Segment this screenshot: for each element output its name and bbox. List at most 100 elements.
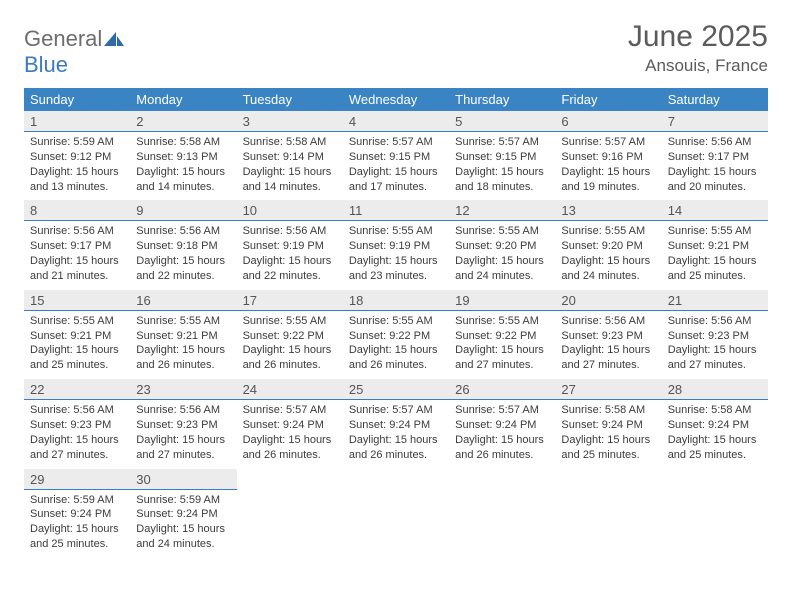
day-number: 28: [662, 379, 768, 400]
daylight-text-2: and 26 minutes.: [349, 449, 427, 461]
sunrise-text: Sunrise: 5:55 AM: [243, 315, 327, 327]
day-cell: Sunrise: 5:58 AMSunset: 9:14 PMDaylight:…: [237, 132, 343, 201]
daylight-text-2: and 25 minutes.: [668, 449, 746, 461]
sunrise-text: Sunrise: 5:55 AM: [668, 225, 752, 237]
day-cell: Sunrise: 5:57 AMSunset: 9:24 PMDaylight:…: [449, 400, 555, 469]
sunrise-text: Sunrise: 5:56 AM: [243, 225, 327, 237]
sunset-text: Sunset: 9:24 PM: [668, 419, 749, 431]
dow-header-cell: Friday: [555, 88, 661, 111]
sunrise-text: Sunrise: 5:57 AM: [561, 136, 645, 148]
daylight-text-2: and 25 minutes.: [30, 359, 108, 371]
sunrise-text: Sunrise: 5:56 AM: [668, 136, 752, 148]
day-number: 15: [24, 290, 130, 311]
day-cell: Sunrise: 5:57 AMSunset: 9:15 PMDaylight:…: [449, 132, 555, 201]
sunrise-text: Sunrise: 5:59 AM: [136, 494, 220, 506]
day-number: [662, 469, 768, 490]
sunrise-text: Sunrise: 5:58 AM: [561, 404, 645, 416]
daylight-text-1: Daylight: 15 hours: [136, 434, 225, 446]
day-cell: Sunrise: 5:57 AMSunset: 9:24 PMDaylight:…: [237, 400, 343, 469]
day-info: Sunrise: 5:56 AM Sunset: 9:18 PM Daylight:…: [136, 224, 230, 283]
day-number: 20: [555, 290, 661, 311]
day-cell: Sunrise: 5:56 AMSunset: 9:23 PMDaylight:…: [24, 400, 130, 469]
sunrise-text: Sunrise: 5:57 AM: [349, 136, 433, 148]
daylight-text-2: and 14 minutes.: [136, 181, 214, 193]
daylight-text-1: Daylight: 15 hours: [349, 166, 438, 178]
sunset-text: Sunset: 9:21 PM: [136, 330, 217, 342]
dow-header-cell: Saturday: [662, 88, 768, 111]
sunset-text: Sunset: 9:22 PM: [455, 330, 536, 342]
day-number: 30: [130, 469, 236, 490]
day-cell: Sunrise: 5:56 AMSunset: 9:23 PMDaylight:…: [130, 400, 236, 469]
daylight-text-1: Daylight: 15 hours: [349, 344, 438, 356]
day-number: 21: [662, 290, 768, 311]
location-subtitle: Ansouis, France: [628, 56, 768, 76]
daylight-text-2: and 26 minutes.: [455, 449, 533, 461]
day-number: 25: [343, 379, 449, 400]
sunrise-text: Sunrise: 5:55 AM: [561, 225, 645, 237]
day-info: Sunrise: 5:56 AMSunset: 9:23 PMDaylight:…: [668, 314, 762, 373]
info-row: Sunrise: 5:59 AMSunset: 9:12 PMDaylight:…: [24, 132, 768, 201]
daynum-row: 891011121314: [24, 200, 768, 221]
info-row: Sunrise: 5:59 AMSunset: 9:24 PMDaylight:…: [24, 489, 768, 558]
sunrise-text: Sunrise: 5:55 AM: [349, 225, 433, 237]
sunrise-text: Sunrise: 5:55 AM: [349, 315, 433, 327]
daylight-text-1: Daylight: 15 hours: [30, 255, 119, 267]
dow-header-row: SundayMondayTuesdayWednesdayThursdayFrid…: [24, 88, 768, 111]
dow-header-cell: Tuesday: [237, 88, 343, 111]
daylight-text-2: and 25 minutes.: [30, 538, 108, 550]
daylight-text-2: and 25 minutes.: [561, 449, 639, 461]
sunset-text: Sunset: 9:24 PM: [561, 419, 642, 431]
sunset-text: Sunset: 9:20 PM: [561, 240, 642, 252]
day-info: Sunrise: 5:58 AMSunset: 9:24 PMDaylight:…: [561, 403, 655, 462]
day-number: [555, 469, 661, 490]
daylight-text-2: and 22 minutes.: [243, 270, 321, 282]
day-info: Sunrise: 5:58 AMSunset: 9:13 PMDaylight:…: [136, 135, 230, 194]
daylight-text-1: Daylight: 15 hours: [668, 166, 757, 178]
day-info: Sunrise: 5:55 AMSunset: 9:20 PMDaylight:…: [561, 224, 655, 283]
daylight-text-2: and 19 minutes.: [561, 181, 639, 193]
sunrise-text: Sunrise: 5:56 AM: [136, 225, 220, 237]
sunrise-text: Sunrise: 5:55 AM: [136, 315, 220, 327]
daylight-text-1: Daylight: 15 hours: [136, 344, 225, 356]
sunrise-text: Sunrise: 5:56 AM: [30, 225, 114, 237]
day-cell: Sunrise: 5:55 AM Sunset: 9:22 PM Daylight:…: [343, 310, 449, 379]
sunset-text: Sunset: 9:23 PM: [668, 330, 749, 342]
sunset-text: Sunset: 9:22 PM: [349, 330, 430, 342]
day-cell: Sunrise: 5:56 AMSunset: 9:23 PMDaylight:…: [555, 310, 661, 379]
day-info: Sunrise: 5:56 AMSunset: 9:23 PMDaylight:…: [136, 403, 230, 462]
daylight-text-1: Daylight: 15 hours: [136, 255, 225, 267]
page-title: June 2025: [628, 20, 768, 54]
sunrise-text: Sunrise: 5:58 AM: [136, 136, 220, 148]
daylight-text-2: and 13 minutes.: [30, 181, 108, 193]
day-info: Sunrise: 5:55 AMSunset: 9:21 PMDaylight:…: [30, 314, 124, 373]
day-cell: Sunrise: 5:59 AMSunset: 9:12 PMDaylight:…: [24, 132, 130, 201]
daylight-text-2: and 26 minutes.: [243, 449, 321, 461]
daylight-text-2: and 24 minutes.: [561, 270, 639, 282]
sunset-text: Sunset: 9:18 PM: [136, 240, 217, 252]
day-info: Sunrise: 5:56 AMSunset: 9:23 PMDaylight:…: [561, 314, 655, 373]
sunrise-text: Sunrise: 5:55 AM: [455, 315, 539, 327]
sunset-text: Sunset: 9:23 PM: [561, 330, 642, 342]
day-cell: Sunrise: 5:55 AMSunset: 9:22 PMDaylight:…: [237, 310, 343, 379]
day-cell: Sunrise: 5:57 AMSunset: 9:16 PMDaylight:…: [555, 132, 661, 201]
day-info: Sunrise: 5:55 AMSunset: 9:22 PMDaylight:…: [455, 314, 549, 373]
day-cell: [555, 489, 661, 558]
sunset-text: Sunset: 9:16 PM: [561, 151, 642, 163]
day-info: Sunrise: 5:56 AMSunset: 9:17 PMDaylight:…: [668, 135, 762, 194]
day-cell: [662, 489, 768, 558]
daylight-text-1: Daylight: 15 hours: [455, 255, 544, 267]
day-info: Sunrise: 5:57 AMSunset: 9:24 PMDaylight:…: [243, 403, 337, 462]
daylight-text-1: Daylight: 15 hours: [349, 255, 438, 267]
sunset-text: Sunset: 9:12 PM: [30, 151, 111, 163]
day-number: 23: [130, 379, 236, 400]
day-info: Sunrise: 5:55 AMSunset: 9:22 PMDaylight:…: [243, 314, 337, 373]
sunset-text: Sunset: 9:19 PM: [243, 240, 324, 252]
day-info: Sunrise: 5:55 AM Sunset: 9:21 PM Daylight:…: [136, 314, 230, 373]
day-number: 27: [555, 379, 661, 400]
daylight-text-1: Daylight: 15 hours: [349, 434, 438, 446]
daylight-text-1: Daylight: 15 hours: [668, 344, 757, 356]
day-number: 19: [449, 290, 555, 311]
sunset-text: Sunset: 9:20 PM: [455, 240, 536, 252]
day-cell: [343, 489, 449, 558]
dow-header-cell: Monday: [130, 88, 236, 111]
